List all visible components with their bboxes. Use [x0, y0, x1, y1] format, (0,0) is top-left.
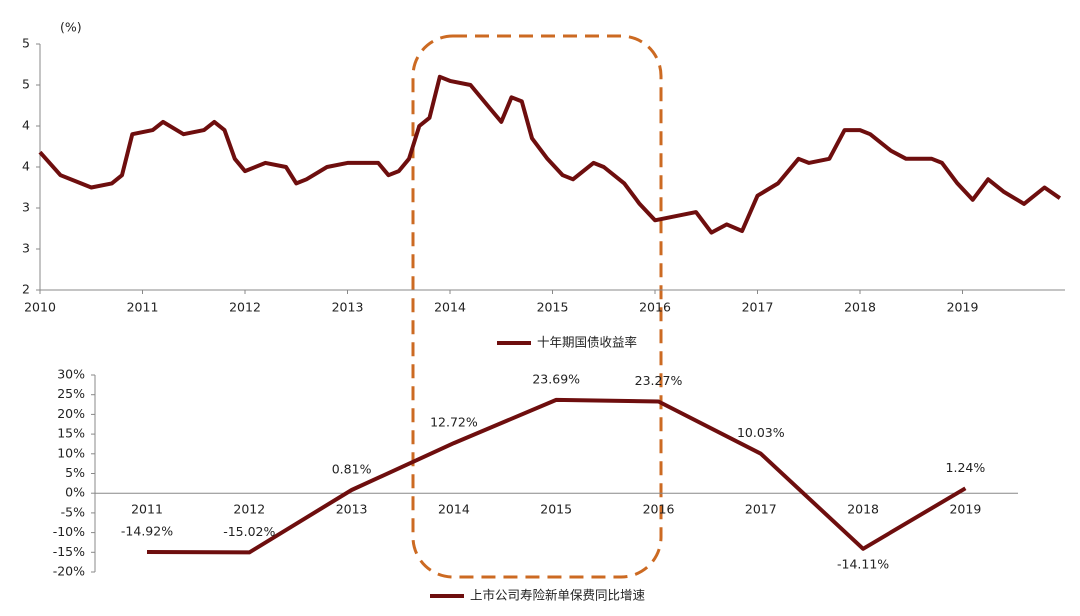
- x-tick-label: 2011: [127, 300, 159, 315]
- data-label: -15.02%: [223, 524, 275, 539]
- legend-label: 上市公司寿险新单保费同比增速: [470, 588, 646, 603]
- y-tick-label: 4: [22, 118, 30, 133]
- x-tick-label: 2013: [336, 502, 368, 517]
- highlight-box: [411, 34, 663, 579]
- x-tick-label: 2017: [745, 502, 777, 517]
- x-tick-label: 2013: [332, 300, 364, 315]
- data-label: 12.72%: [430, 415, 478, 430]
- x-tick-label: 2014: [438, 502, 470, 517]
- y-tick-label: -15%: [53, 544, 85, 559]
- data-line: [38, 74, 1062, 235]
- y-tick-label: 4: [22, 159, 30, 174]
- x-tick-label: 2015: [537, 300, 569, 315]
- x-tick-label: 2012: [233, 502, 265, 517]
- data-label: 23.27%: [635, 373, 683, 388]
- x-tick-label: 2016: [643, 502, 675, 517]
- y-tick-label: 30%: [57, 367, 85, 382]
- x-tick-label: 2012: [229, 300, 261, 315]
- y-tick-label: 3: [22, 241, 30, 256]
- data-label: -14.11%: [837, 556, 889, 571]
- y-tick-label: -5%: [61, 504, 85, 519]
- legend-label: 十年期国债收益率: [537, 335, 637, 350]
- x-tick-label: 2010: [24, 300, 56, 315]
- y-tick-label: 20%: [57, 406, 85, 421]
- y-tick-label: 15%: [57, 426, 85, 441]
- data-label: 10.03%: [737, 425, 785, 440]
- data-label: -14.92%: [121, 523, 173, 538]
- data-label: 1.24%: [946, 460, 986, 475]
- x-tick-label: 2015: [540, 502, 572, 517]
- data-line: [146, 397, 967, 555]
- y-tick-label: -10%: [53, 524, 85, 539]
- x-tick-label: 2016: [639, 300, 671, 315]
- x-tick-label: 2019: [949, 502, 981, 517]
- y-axis-label: (%): [60, 20, 82, 35]
- x-tick-label: 2018: [844, 300, 876, 315]
- data-label: 0.81%: [332, 462, 372, 477]
- y-tick-label: 2: [22, 282, 30, 297]
- y-tick-label: 25%: [57, 386, 85, 401]
- x-tick-label: 2018: [847, 502, 879, 517]
- y-tick-label: 5%: [65, 465, 85, 480]
- y-tick-label: 3: [22, 200, 30, 215]
- y-tick-label: -20%: [53, 564, 85, 579]
- y-tick-label: 5: [22, 36, 30, 51]
- data-label: 23.69%: [532, 371, 580, 386]
- y-tick-label: 10%: [57, 445, 85, 460]
- y-tick-label: 0%: [65, 485, 85, 500]
- x-tick-label: 2017: [742, 300, 774, 315]
- x-tick-label: 2011: [131, 502, 163, 517]
- x-tick-label: 2014: [434, 300, 466, 315]
- y-tick-label: 5: [22, 77, 30, 92]
- x-tick-label: 2019: [947, 300, 979, 315]
